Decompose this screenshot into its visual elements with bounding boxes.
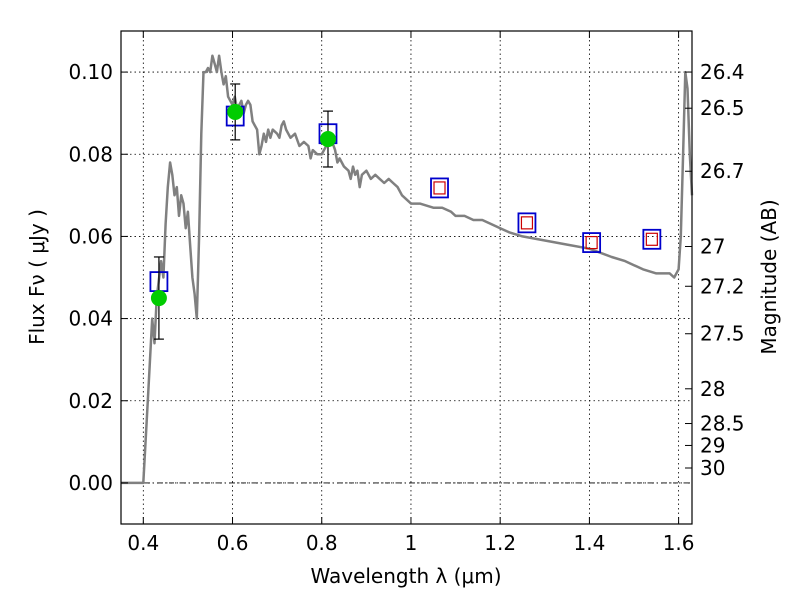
x-tick-label: 1: [405, 531, 418, 555]
model-sed-line: [121, 54, 694, 485]
magnitude-tick-label: 28: [700, 377, 725, 401]
x-tick-label: 1.2: [484, 531, 516, 555]
model-sed-layer: [121, 54, 694, 485]
magnitude-tick-label: 28.5: [700, 412, 745, 436]
magnitude-tick-label: 30: [700, 456, 725, 480]
axes-frame: [120, 30, 693, 525]
observed-data-point: [150, 290, 167, 307]
y-tick-label: 0.04: [68, 307, 113, 331]
observed-photometry-layer: [150, 83, 336, 340]
magnitude-tick-label: 26.5: [700, 96, 745, 120]
model-photometry-box: [517, 212, 537, 234]
x-tick-label: 1.6: [663, 531, 695, 555]
model-photometry-box: [430, 177, 449, 199]
y-tick-label: 0.00: [68, 471, 113, 495]
magnitude-tick-label: 27.5: [700, 322, 745, 346]
tick-labels: 0.4 0.6 0.8 1 1.2 1.4 1.6 0.00 0.02 0.04 0.06 0.08 0…: [68, 60, 744, 555]
y-tick-label: 0.06: [68, 224, 113, 248]
model-photometry-inner-box: [520, 216, 534, 230]
magnitude-tick-label: 29: [700, 433, 725, 457]
y-tick-label: 0.02: [68, 389, 113, 413]
grid-lines: [121, 31, 692, 524]
observed-data-point: [227, 103, 244, 120]
model-photometry-inner-box: [585, 235, 598, 250]
y-tick-label: 0.10: [68, 60, 113, 84]
x-tick-label: 0.6: [217, 531, 249, 555]
x-tick-label: 1.4: [573, 531, 605, 555]
magnitude-tick-label: 27: [700, 234, 725, 258]
magnitude-tick-label: 26.7: [700, 159, 745, 183]
model-photometry-inner-box: [433, 181, 446, 195]
x-tick-label: 0.4: [127, 531, 159, 555]
model-photometry-box: [642, 228, 662, 250]
y-axis-title: Flux Fν ( μJy ): [25, 209, 49, 345]
magnitude-tick-label: 26.4: [700, 60, 745, 84]
magnitude-tick-label: 27.2: [700, 274, 745, 298]
y-tick-label: 0.08: [68, 142, 113, 166]
model-photometry-box: [582, 232, 602, 253]
plot-frame: [120, 30, 693, 525]
x-axis-title: Wavelength λ (μm): [310, 564, 501, 588]
model-photometry-inner-box: [645, 232, 658, 246]
observed-data-point: [319, 131, 336, 148]
x-tick-label: 0.8: [306, 531, 338, 555]
magnitude-axis-title: Magnitude (AB): [757, 199, 781, 354]
